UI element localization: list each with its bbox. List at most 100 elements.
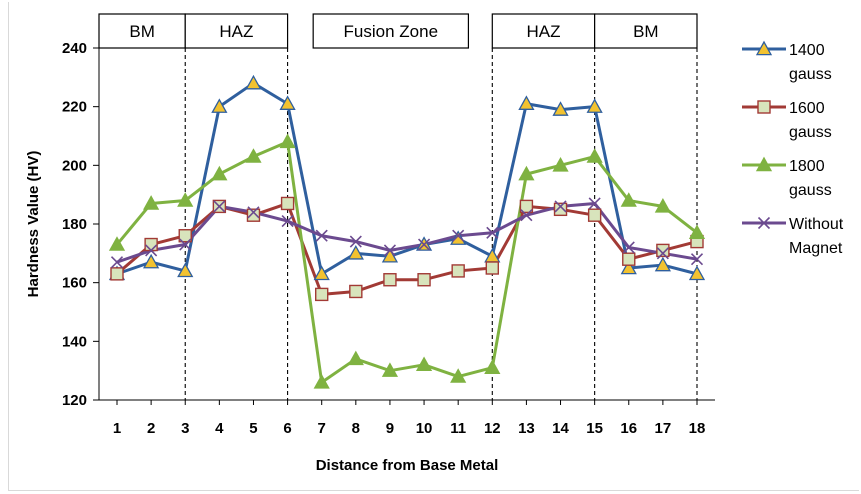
series-2-point [279,133,296,149]
series-0-point [211,98,228,113]
series-1-point [315,287,329,302]
series-0-point [177,262,194,278]
zone-label-0: BM [129,22,155,41]
x-tick-label: 16 [620,420,637,437]
series-1-point [519,199,534,214]
series-0-point [279,95,296,110]
legend-label-2: 1800 [789,158,825,175]
y-axis-title: Hardness Value (HV) [25,151,42,298]
legend-label-0: gauss [789,66,832,83]
marker-stroke [520,209,533,222]
series-0-point [381,247,399,263]
zone-box-3 [491,13,596,49]
x-tick-label: 15 [586,420,603,437]
zone-label-2: Fusion Zone [344,22,439,41]
legend-marker-0 [755,40,773,56]
marker-stroke [486,226,499,239]
zone-label-1: HAZ [219,22,253,41]
series-0-point [688,265,706,281]
legend-label-2: gauss [789,182,832,199]
zone-box-0 [98,13,186,49]
legend-label-3: Without [789,216,844,233]
series-2-point [245,148,262,163]
x-tick-label: 6 [283,420,291,437]
series-0-point [620,259,637,275]
series-3-point [349,235,362,248]
series-3-point [315,229,328,242]
marker-stroke [110,256,124,269]
legend-group: 1400 gauss 1600 gauss 1800 gauss Without Magnet [742,40,844,257]
series-1-point [246,208,261,222]
series-group [108,74,706,389]
zone-box-4 [594,13,698,49]
zone-label-4: BM [633,22,659,41]
x-tick-label: 7 [318,420,326,437]
x-tick-label: 18 [689,420,706,437]
y-tick-label: 140 [62,333,87,350]
marker-stroke [690,253,704,266]
series-1-point [656,243,670,258]
marker-stroke [554,200,567,213]
marker-stroke [281,215,294,228]
marker-stroke [417,238,431,251]
series-2-point [620,192,637,207]
series-3-point [656,247,669,260]
series-1-point [280,196,295,211]
series-0-point [143,253,160,269]
series-3-point [383,244,397,257]
x-tick-label: 11 [450,420,466,437]
x-tick-label: 13 [518,420,535,437]
series-0-point [347,244,364,260]
series-3-point [145,244,158,257]
series-2-point [347,350,364,366]
y-tick-label: 240 [62,40,87,57]
series-3-point [486,226,499,239]
marker-stroke [383,244,397,257]
y-tick-label: 220 [62,99,87,116]
x-tick-label: 10 [416,420,433,437]
series-3-point [622,241,635,254]
series-1-point [451,264,465,278]
marker-stroke [145,244,158,257]
series-3-point [452,229,465,242]
series-2-point [688,224,706,240]
series-3-point [554,200,567,213]
series-1-point [383,273,397,287]
series-0-point [313,265,330,281]
series-0-point [552,101,569,116]
series-2-point [313,374,330,389]
y-tick-label: 200 [62,157,87,174]
series-3-point [417,238,431,251]
x-tick-label: 17 [655,420,672,437]
x-tick-label: 4 [215,420,224,437]
series-2-point [654,198,671,213]
series-0-point [484,247,501,263]
series-2-point [415,356,433,372]
series-1-point [110,267,124,281]
marker-stroke [622,241,635,254]
x-tick-label: 1 [113,420,121,437]
series-2-point [552,156,569,172]
x-tick-label: 9 [386,420,394,437]
series-3-point [110,256,124,269]
marker-stroke [213,200,226,213]
series-3-point [690,253,704,266]
series-2-point [177,192,194,207]
marker-stroke [757,216,771,230]
x-tick-label: 5 [249,420,257,437]
legend-label-0: 1400 [789,42,825,59]
series-3-point [281,215,294,228]
marker-stroke [349,235,362,248]
marker-stroke [452,229,465,242]
series-2-point [518,165,535,181]
x-tick-label: 8 [352,420,360,437]
x-axis-title: Distance from Base Metal [316,457,499,474]
series-1-point [553,202,568,217]
series-3-point [247,206,260,219]
series-1-point [587,208,602,222]
marker-stroke [315,229,328,242]
y-tick-label: 120 [62,392,87,409]
series-2-point [484,359,501,374]
